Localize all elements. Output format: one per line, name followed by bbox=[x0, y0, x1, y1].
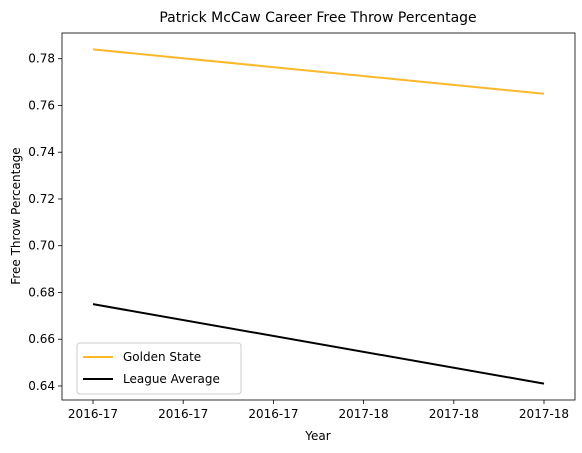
y-tick-label: 0.70 bbox=[28, 239, 55, 253]
series-line-golden-state bbox=[92, 48, 545, 95]
x-tick-label: 2017-18 bbox=[339, 407, 389, 421]
x-axis-label: Year bbox=[304, 429, 330, 443]
legend-label: League Average bbox=[123, 372, 220, 386]
x-tick-label: 2017-18 bbox=[429, 407, 479, 421]
x-tick-label: 2016-17 bbox=[158, 407, 208, 421]
y-tick-label: 0.72 bbox=[28, 192, 55, 206]
y-tick-label: 0.78 bbox=[28, 52, 55, 66]
chart-title: Patrick McCaw Career Free Throw Percenta… bbox=[159, 10, 476, 26]
legend-label: Golden State bbox=[123, 350, 201, 364]
legend-box bbox=[76, 342, 242, 395]
y-tick-label: 0.74 bbox=[28, 145, 55, 159]
x-tick-label: 2016-17 bbox=[248, 407, 298, 421]
y-tick-label: 0.66 bbox=[28, 332, 55, 346]
x-tick-label: 2016-17 bbox=[68, 407, 118, 421]
y-axis-label: Free Throw Percentage bbox=[9, 147, 23, 284]
plot-area: 0.64 0.66 0.68 0.70 0.72 0.74 0.76 0.78 2016-17 2… bbox=[28, 32, 576, 421]
plot-frame bbox=[61, 32, 576, 401]
y-tick-label: 0.64 bbox=[28, 379, 55, 393]
x-tick-label: 2017-18 bbox=[519, 407, 569, 421]
y-tick-label: 0.68 bbox=[28, 285, 55, 299]
y-tick-label: 0.76 bbox=[28, 98, 55, 112]
series-line-league-average bbox=[92, 303, 545, 385]
